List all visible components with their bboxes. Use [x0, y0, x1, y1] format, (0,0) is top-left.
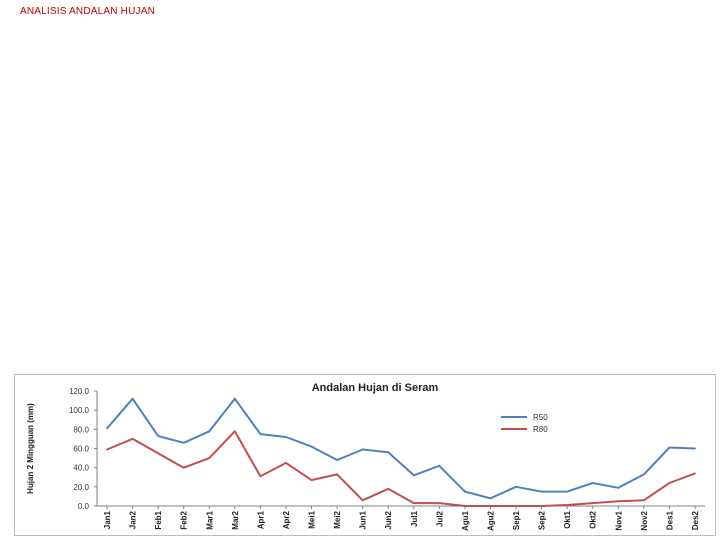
x-tick-label: Jan2	[129, 510, 138, 529]
series-line-r50	[106, 397, 696, 500]
y-tick-label: 60.0	[73, 445, 89, 454]
data-point-r80	[617, 500, 620, 503]
data-point-r80	[489, 505, 492, 507]
x-tick-label: Okt2	[589, 510, 598, 528]
data-point-r80	[233, 430, 236, 433]
y-tick-label: 40.0	[73, 464, 89, 473]
y-tick-label: 0.0	[78, 502, 90, 511]
x-tick-label: Agu1	[461, 510, 470, 531]
x-tick-label: Mei1	[308, 510, 317, 528]
data-point-r80	[694, 472, 696, 475]
legend-label-r50: R50	[533, 413, 548, 422]
data-point-r80	[540, 505, 543, 507]
x-tick-label: Jun2	[384, 510, 393, 529]
data-point-r80	[566, 504, 569, 506]
data-point-r80	[310, 479, 313, 482]
x-tick-label: Jun1	[359, 510, 368, 529]
x-tick-label: Apr2	[282, 510, 291, 529]
chart-title: Andalan Hujan di Seram	[312, 382, 439, 394]
x-tick-label: Feb1	[154, 510, 163, 529]
data-point-r80	[387, 487, 390, 490]
x-tick-label: Mar1	[205, 510, 214, 529]
data-point-r50	[233, 397, 236, 400]
legend-label-r80: R80	[533, 425, 548, 434]
data-point-r80	[259, 475, 262, 478]
data-point-r50	[259, 433, 262, 436]
data-point-r80	[515, 505, 517, 507]
slide-title: ANALISIS ANDALAN HUJAN	[20, 6, 155, 17]
data-point-r80	[106, 448, 108, 451]
y-tick-label: 100.0	[69, 406, 90, 415]
x-tick-label: Des2	[691, 510, 700, 530]
x-tick-label: Jul1	[410, 510, 419, 527]
data-point-r50	[566, 490, 569, 493]
data-point-r50	[642, 473, 645, 476]
x-tick-label: Sep2	[538, 510, 547, 530]
data-point-r80	[464, 505, 466, 507]
data-point-r50	[182, 441, 185, 444]
series-line-r80	[106, 430, 696, 507]
data-point-r80	[285, 461, 287, 464]
x-tick-label: Des1	[665, 510, 674, 530]
data-point-r50	[668, 446, 671, 449]
data-point-r50	[387, 451, 390, 454]
data-point-r50	[106, 427, 108, 430]
data-point-r50	[694, 447, 696, 450]
data-point-r50	[310, 445, 313, 448]
data-point-r50	[617, 486, 620, 489]
data-point-r80	[157, 452, 160, 455]
data-point-r80	[438, 502, 441, 505]
data-point-r80	[131, 438, 134, 440]
x-tick-label: Mei2	[333, 510, 342, 528]
x-tick-label: Jan1	[103, 510, 112, 529]
y-axis-label: Hujan 2 Mingguan (mm)	[26, 403, 35, 494]
y-tick-label: 80.0	[73, 425, 89, 434]
rainfall-chart: Andalan Hujan di Seram Hujan 2 Mingguan (…	[26, 382, 705, 531]
data-point-r80	[336, 473, 338, 476]
x-tick-label: Sep1	[512, 510, 521, 530]
data-point-r80	[642, 499, 645, 502]
x-tick-label: Mar2	[231, 510, 240, 529]
data-point-r80	[668, 482, 671, 484]
data-point-r50	[489, 497, 492, 500]
x-tick-label: Nov1	[614, 510, 623, 530]
x-tick-label: Jul2	[435, 510, 444, 527]
data-point-r50	[157, 435, 160, 437]
data-point-r50	[131, 397, 134, 400]
data-point-r50	[208, 430, 211, 433]
x-tick-label: Agu2	[486, 510, 495, 531]
data-point-r50	[515, 485, 517, 488]
data-point-r80	[412, 502, 415, 505]
data-point-r50	[464, 490, 466, 493]
x-tick-label: Nov2	[640, 510, 649, 530]
y-tick-label: 120.0	[69, 387, 90, 396]
data-point-r50	[438, 464, 441, 467]
data-point-r50	[412, 474, 415, 477]
x-tick-label: Apr1	[256, 510, 265, 529]
chart-frame: Andalan Hujan di Seram Hujan 2 Mingguan (…	[14, 374, 716, 536]
data-point-r50	[361, 448, 364, 451]
data-point-r80	[591, 502, 594, 505]
data-point-r50	[336, 459, 338, 461]
data-point-r50	[285, 436, 287, 438]
y-tick-label: 20.0	[73, 483, 89, 492]
data-point-r50	[591, 482, 594, 484]
data-point-r50	[540, 490, 543, 493]
data-point-r80	[208, 457, 211, 459]
x-tick-label: Okt1	[563, 510, 572, 528]
data-point-r80	[182, 466, 185, 469]
data-point-r80	[361, 499, 364, 502]
x-tick-label: Feb2	[180, 510, 189, 529]
